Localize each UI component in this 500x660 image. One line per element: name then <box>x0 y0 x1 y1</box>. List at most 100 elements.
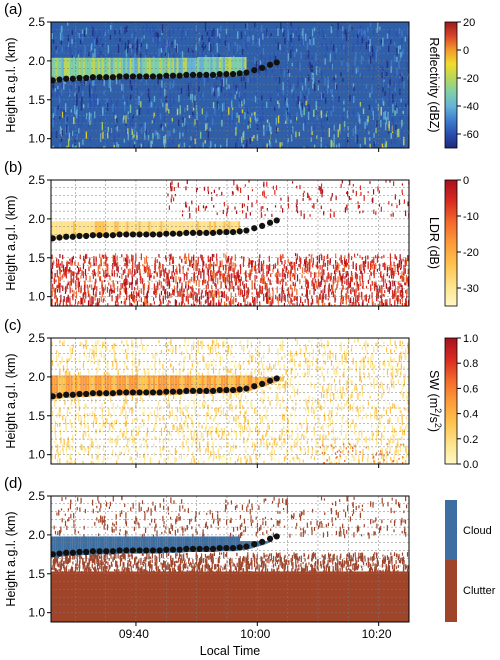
colorbar-label-c: SW (m2/s2) <box>427 370 443 432</box>
cloud-base-point <box>189 229 197 236</box>
cloud-base-point <box>76 232 83 240</box>
cloud-base-point <box>76 548 83 556</box>
cloud-base-point <box>183 71 190 78</box>
cloud-base-point <box>89 74 96 81</box>
cloud-base-point <box>229 387 237 394</box>
cloud-base-point <box>51 77 56 84</box>
cloud-base-point <box>149 231 157 238</box>
colorbar-tick-label: 1.0 <box>463 333 478 345</box>
cloud-base-point <box>223 71 230 78</box>
cloud-base-point <box>63 549 70 556</box>
x-tick-label-1000: 10:00 <box>240 627 270 641</box>
colorbar-tick-label: 0.0 <box>463 459 478 471</box>
cloud-base-point <box>109 232 116 239</box>
cloud-base-point <box>89 232 96 239</box>
cloud-base-point <box>136 231 143 238</box>
y-ticks-c: 1.0 1.5 2.0 2.5 <box>28 331 51 462</box>
markers-c <box>51 375 280 400</box>
y-tick-label: 1.5 <box>28 251 45 265</box>
y-tick-label: 1.0 <box>28 132 45 146</box>
panel-label-a: (a) <box>4 1 22 18</box>
cloud-base-point <box>129 389 137 396</box>
cloud-base-point <box>203 71 210 78</box>
y-tick-label: 2.5 <box>28 331 45 345</box>
cloud-base-point <box>209 545 217 552</box>
cloud-base-point <box>136 73 143 80</box>
cloud-base-point <box>209 71 217 78</box>
x-ticks-c <box>135 464 380 468</box>
x-ticks-d <box>135 622 380 626</box>
cloud-base-point <box>169 546 177 553</box>
cloud-base-point <box>149 389 157 396</box>
x-ticks-a <box>135 148 380 152</box>
cloud-base-point <box>136 389 143 396</box>
cloud-base-point <box>143 231 150 238</box>
cloud-base-point <box>76 74 83 82</box>
grid-a <box>51 22 409 148</box>
cloud-base-point <box>156 73 163 80</box>
cloud-base-point <box>83 548 90 556</box>
colorbar-tick-label: 0.2 <box>463 434 478 446</box>
y-tick-label: 1.0 <box>28 606 45 620</box>
cloud-base-point <box>156 547 163 554</box>
y-tick-label: 2.0 <box>28 370 45 384</box>
cloud-base-point <box>83 232 90 240</box>
cloud-base-point <box>229 71 237 78</box>
cloud-base-point <box>143 547 150 554</box>
cloud-base-point <box>243 69 250 76</box>
cloud-base-point <box>216 71 223 78</box>
cloud-base-point <box>189 387 197 394</box>
plot-frame-a <box>50 21 410 149</box>
colorbar-tick-label: -20 <box>463 73 479 85</box>
panel-label-c: (c) <box>4 317 22 334</box>
category-label-cloud: Cloud <box>463 525 492 537</box>
cloud-base-point <box>183 229 190 236</box>
cloud-base-point <box>63 391 70 398</box>
cloud-base-point <box>63 233 70 240</box>
cloud-base-point <box>273 375 280 382</box>
cloud-base-point <box>69 391 76 398</box>
cloud-base-point <box>203 229 210 236</box>
cloud-base-point <box>96 74 103 81</box>
cloud-base-point <box>129 231 137 238</box>
cloud-base-point <box>176 72 183 79</box>
cloud-base-point <box>251 383 258 390</box>
markers-d <box>51 533 280 558</box>
cloud-base-point <box>89 548 96 555</box>
cloud-base-point <box>251 67 258 74</box>
cloud-base-point <box>116 73 123 80</box>
x-ticks-b <box>135 306 380 310</box>
cloud-base-point <box>183 545 190 552</box>
heatmap-d <box>51 496 409 622</box>
colorbar-tick-label: 0 <box>463 175 469 187</box>
colorbar-label-c-main: SW (m <box>427 370 441 408</box>
x-tick-label-0940: 09:40 <box>119 627 149 641</box>
cloud-base-point <box>103 390 110 397</box>
y-tick-label: 2.0 <box>28 212 45 226</box>
cloud-base-point <box>229 545 237 552</box>
cloud-base-point <box>236 386 243 393</box>
cloud-base-point <box>176 388 183 395</box>
cloud-base-point <box>103 548 110 555</box>
y-tick-label: 1.0 <box>28 290 45 304</box>
cloud-base-point <box>243 385 250 392</box>
y-tick-label: 1.5 <box>28 567 45 581</box>
markers-b <box>51 217 280 242</box>
cloud-base-point <box>129 73 137 80</box>
cloud-base-point <box>69 549 76 556</box>
cloud-base-point <box>169 230 177 237</box>
y-ticks-d: 1.0 1.5 2.0 2.5 <box>28 489 51 620</box>
cloud-base-point <box>163 388 170 395</box>
cloud-base-point <box>189 545 197 552</box>
x-axis-label: Local Time <box>200 644 260 658</box>
cloud-base-point <box>236 544 243 551</box>
category-label-clutter: Clutter <box>463 585 496 597</box>
cloud-base-point <box>169 72 177 79</box>
cloud-base-point <box>56 392 63 399</box>
colorbar-label-c-sup1: 2 <box>433 408 443 413</box>
cloud-base-point <box>143 73 150 80</box>
clutter-layer <box>51 571 409 622</box>
colorbar-tick-label: -10 <box>463 211 479 223</box>
cloud-base-point <box>51 551 56 558</box>
